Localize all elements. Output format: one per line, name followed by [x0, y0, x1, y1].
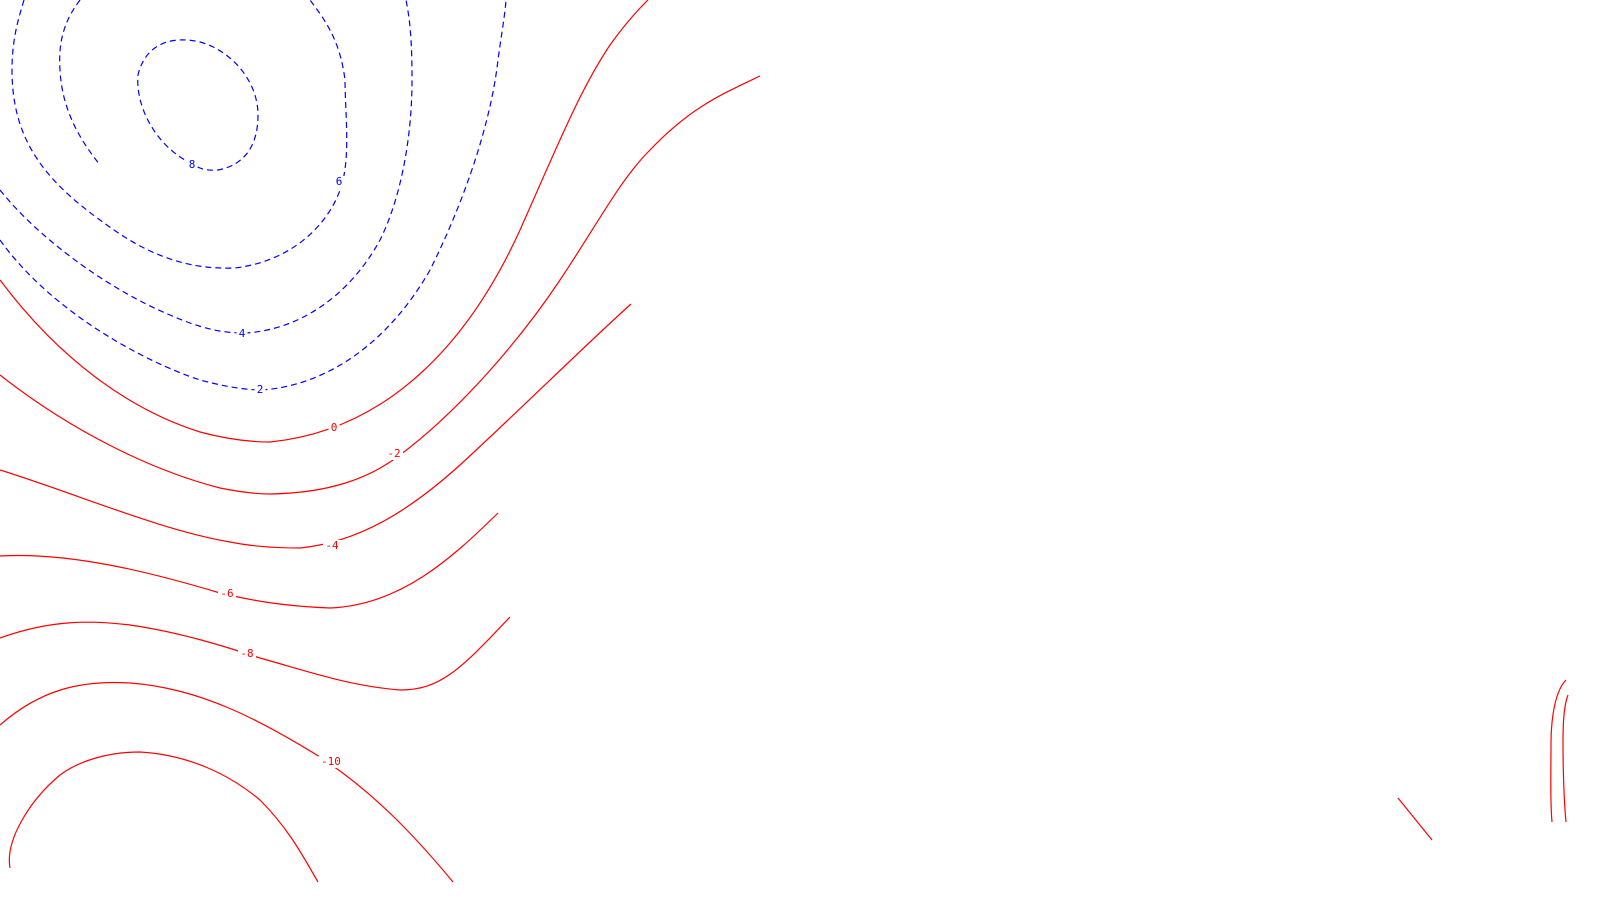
contour-line-minus-4: [0, 303, 632, 549]
contour-line-right-fragment: [1397, 797, 1433, 841]
contour-line-minus-2: [0, 75, 761, 495]
contour-line-minus-12: [8, 751, 319, 883]
contour-label-bg: [236, 328, 248, 340]
contour-labels: 8 6 4 2 0 -2 -4 -6 -8 -10: [186, 158, 403, 768]
contour-line-right-edge-b: [1562, 694, 1569, 823]
contour-line-minus-10: [0, 681, 454, 883]
contour-label: -10: [321, 755, 341, 768]
contour-line-right-edge: [1550, 679, 1567, 823]
contour-line-8: [137, 39, 259, 171]
contour-line-4: [0, 0, 413, 334]
contour-line-6b: [59, 0, 101, 166]
contour-label: 0: [331, 421, 338, 434]
contour-label-bg: [238, 648, 256, 660]
contour-label-bg: [385, 448, 403, 460]
contour-label-bg: [333, 176, 345, 188]
contour-label-bg: [186, 159, 198, 171]
contour-label-bg: [218, 588, 236, 600]
contour-label: -8: [240, 647, 253, 660]
contour-line-6: [11, 0, 348, 269]
contour-label: -6: [220, 587, 233, 600]
contour-line-2: [0, 0, 507, 391]
contour-label-bg: [328, 422, 340, 434]
contour-line-minus-6: [0, 512, 499, 609]
contour-label: 4: [239, 327, 246, 340]
contour-label: -2: [387, 447, 400, 460]
contour-label-bg: [323, 540, 341, 552]
contour-label-bg: [254, 384, 266, 396]
contour-line-minus-8: [0, 616, 511, 691]
contour-line-0: [0, 0, 649, 443]
contour-label-bg: [318, 756, 344, 768]
contour-label: 2: [257, 383, 264, 396]
contour-label: -4: [325, 539, 339, 552]
contour-label: 8: [189, 158, 196, 171]
contour-label: 6: [336, 175, 343, 188]
